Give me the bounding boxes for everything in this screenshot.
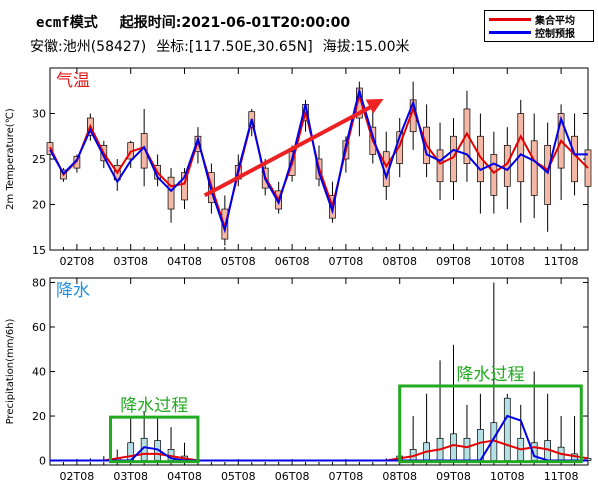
precip-xtick-label: 08T08 xyxy=(382,470,417,483)
legend-label-control: 控制预报 xyxy=(535,29,575,40)
temp-xtick-label: 02T08 xyxy=(60,255,95,268)
temp-ylabel: 2m Temperature(℃) xyxy=(5,108,16,210)
temp-series-control xyxy=(49,86,588,234)
start-time-label: 起报时间: xyxy=(119,15,182,31)
precip-ytick-label: 20 xyxy=(32,410,46,423)
legend-item-ens-mean: 集合平均 xyxy=(489,13,575,27)
chart-legend: 集合平均 控制预报 xyxy=(484,10,594,42)
precip-xtick-label: 11T08 xyxy=(544,470,579,483)
precip-xtick-label: 10T08 xyxy=(490,470,525,483)
legend-swatch-blue xyxy=(489,31,531,34)
temp-ytick-label: 20 xyxy=(32,199,46,212)
trend-arrow-shaft xyxy=(203,103,376,198)
precip-process-box xyxy=(109,415,200,464)
temp-box xyxy=(490,154,498,196)
temp-xtick-label: 09T08 xyxy=(436,255,471,268)
coord-value: [117.50E,30.65N] xyxy=(188,39,313,55)
legend-label-ens-mean: 集合平均 xyxy=(535,16,575,27)
trend-arrow-head xyxy=(365,98,384,114)
temp-xtick-label: 08T08 xyxy=(382,255,417,268)
temp-annotation: 气温 xyxy=(56,71,90,91)
precip-xtick-label: 05T08 xyxy=(221,470,256,483)
precip-series-control xyxy=(50,414,588,462)
temp-xtick-label: 07T08 xyxy=(329,255,364,268)
precip-process-label: 降水过程 xyxy=(120,396,188,416)
header-title-line: ecmf模式 起报时间:2021-06-01T20:00:00 xyxy=(36,12,350,32)
precip-ytick-label: 0 xyxy=(39,455,46,468)
precip-xtick-label: 07T08 xyxy=(329,470,364,483)
temp-box xyxy=(530,140,538,196)
temp-box xyxy=(463,108,471,164)
temp-ytick-label: 15 xyxy=(32,244,46,257)
temp-ytick-label: 30 xyxy=(32,108,46,121)
temp-box xyxy=(571,135,578,183)
altitude-label: 海拔: xyxy=(322,39,356,55)
precip-process-label: 降水过程 xyxy=(456,365,524,385)
precip-ytick-label: 80 xyxy=(32,276,46,289)
legend-swatch-red xyxy=(489,18,531,21)
precip-xtick-label: 02T08 xyxy=(60,470,95,483)
start-time-value: 2021-06-01T20:00:00 xyxy=(181,15,351,31)
temp-xtick-label: 03T08 xyxy=(113,255,148,268)
temp-xtick-label: 06T08 xyxy=(275,255,310,268)
temp-box xyxy=(167,176,175,210)
precip-box xyxy=(450,433,457,461)
model-name: ecmf模式 xyxy=(36,15,98,31)
temp-xtick-label: 04T08 xyxy=(167,255,202,268)
temp-xtick-label: 05T08 xyxy=(221,255,256,268)
precip-process-box xyxy=(398,384,583,464)
legend-item-control: 控制预报 xyxy=(489,26,575,40)
precip-ytick-label: 60 xyxy=(32,321,46,334)
precip-xtick-label: 03T08 xyxy=(113,470,148,483)
precip-xtick-label: 04T08 xyxy=(167,470,202,483)
province-label: 安徽: xyxy=(30,39,63,55)
temp-box xyxy=(544,145,552,205)
temp-box xyxy=(477,135,484,183)
precip-box xyxy=(503,397,511,461)
precip-ylabel: Precipitation(mm/6h) xyxy=(5,318,16,424)
header-station-line: 安徽:池州(58427) 坐标:[117.50E,30.65N] 海拔:15.00米 xyxy=(30,36,409,56)
altitude-value: 15.00米 xyxy=(355,39,410,55)
station-name: 池州(58427) xyxy=(62,39,147,55)
precip-ytick-label: 40 xyxy=(32,366,46,379)
precip-xtick-label: 06T08 xyxy=(275,470,310,483)
temp-xtick-label: 11T08 xyxy=(544,255,579,268)
coord-label: 坐标: xyxy=(156,39,189,55)
precip-annotation: 降水 xyxy=(56,281,90,301)
temp-box xyxy=(181,172,188,201)
temp-xtick-label: 10T08 xyxy=(490,255,525,268)
precip-xtick-label: 09T08 xyxy=(436,470,471,483)
temp-box xyxy=(436,149,444,183)
temp-ytick-label: 25 xyxy=(32,153,46,166)
precip-box xyxy=(463,437,471,461)
temp-box xyxy=(517,113,525,183)
